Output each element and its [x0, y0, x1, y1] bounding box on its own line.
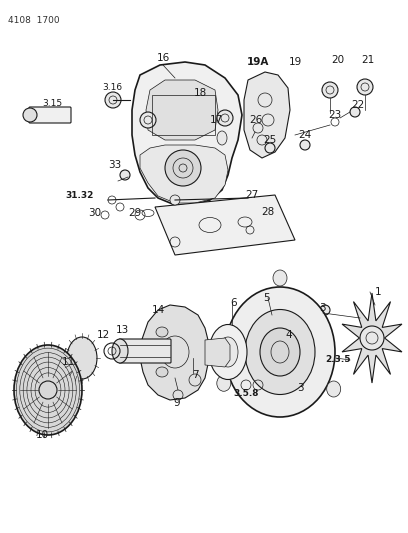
Text: 2.3.5: 2.3.5: [325, 356, 351, 365]
Ellipse shape: [156, 327, 168, 337]
Circle shape: [320, 305, 330, 315]
Text: 21: 21: [361, 55, 375, 65]
Text: 33: 33: [109, 160, 122, 170]
Ellipse shape: [327, 381, 341, 397]
Text: 12: 12: [96, 330, 110, 340]
Text: 7: 7: [192, 370, 198, 380]
Ellipse shape: [156, 367, 168, 377]
Text: 18: 18: [193, 88, 206, 98]
Circle shape: [23, 108, 37, 122]
Text: 13: 13: [115, 325, 129, 335]
Polygon shape: [342, 293, 402, 383]
Text: 20: 20: [331, 55, 345, 65]
Ellipse shape: [225, 287, 335, 417]
Ellipse shape: [67, 337, 97, 379]
Circle shape: [303, 380, 313, 390]
Circle shape: [140, 112, 156, 128]
FancyBboxPatch shape: [29, 107, 71, 123]
Circle shape: [322, 82, 338, 98]
Text: 6: 6: [231, 298, 237, 308]
Polygon shape: [155, 195, 295, 255]
Polygon shape: [140, 305, 210, 400]
Polygon shape: [140, 145, 228, 203]
Text: 26: 26: [249, 115, 263, 125]
Polygon shape: [205, 338, 230, 367]
Text: 25: 25: [264, 135, 277, 145]
Ellipse shape: [273, 270, 287, 286]
Text: 11: 11: [61, 357, 75, 367]
Text: 3.5.8: 3.5.8: [233, 389, 259, 398]
Ellipse shape: [217, 375, 231, 391]
Circle shape: [350, 107, 360, 117]
Circle shape: [120, 170, 130, 180]
Text: 4: 4: [286, 330, 292, 340]
Circle shape: [360, 326, 384, 350]
Text: 17: 17: [209, 115, 223, 125]
Text: 4108  1700: 4108 1700: [8, 16, 60, 25]
Text: 10: 10: [35, 430, 49, 440]
Text: 16: 16: [156, 53, 170, 63]
Text: 1: 1: [375, 287, 381, 297]
Circle shape: [265, 143, 275, 153]
Text: 23: 23: [328, 110, 341, 120]
Ellipse shape: [14, 345, 82, 435]
Text: 3.16: 3.16: [102, 84, 122, 93]
Text: 3.15: 3.15: [42, 99, 62, 108]
Text: 29: 29: [129, 208, 142, 218]
Circle shape: [300, 140, 310, 150]
Ellipse shape: [217, 131, 227, 145]
Text: 24: 24: [298, 130, 312, 140]
Ellipse shape: [245, 310, 315, 394]
Text: 9: 9: [174, 398, 180, 408]
Polygon shape: [244, 72, 290, 158]
Text: 31.32: 31.32: [66, 191, 94, 200]
Text: 3: 3: [297, 383, 303, 393]
Text: 19: 19: [288, 57, 302, 67]
Ellipse shape: [209, 325, 247, 379]
Circle shape: [170, 195, 180, 205]
Text: 28: 28: [262, 207, 275, 217]
Text: 14: 14: [151, 305, 164, 315]
Ellipse shape: [218, 337, 238, 367]
Circle shape: [105, 92, 121, 108]
Circle shape: [165, 150, 201, 186]
Circle shape: [357, 79, 373, 95]
Ellipse shape: [112, 339, 128, 363]
Polygon shape: [146, 80, 218, 140]
Ellipse shape: [260, 328, 300, 376]
Text: 22: 22: [351, 100, 365, 110]
Text: 27: 27: [245, 190, 259, 200]
Text: 30: 30: [89, 208, 102, 218]
Circle shape: [217, 110, 233, 126]
Polygon shape: [132, 62, 242, 205]
Text: 19A: 19A: [247, 57, 269, 67]
Text: 5: 5: [264, 293, 271, 303]
Text: 3: 3: [319, 303, 325, 313]
FancyBboxPatch shape: [119, 339, 171, 363]
